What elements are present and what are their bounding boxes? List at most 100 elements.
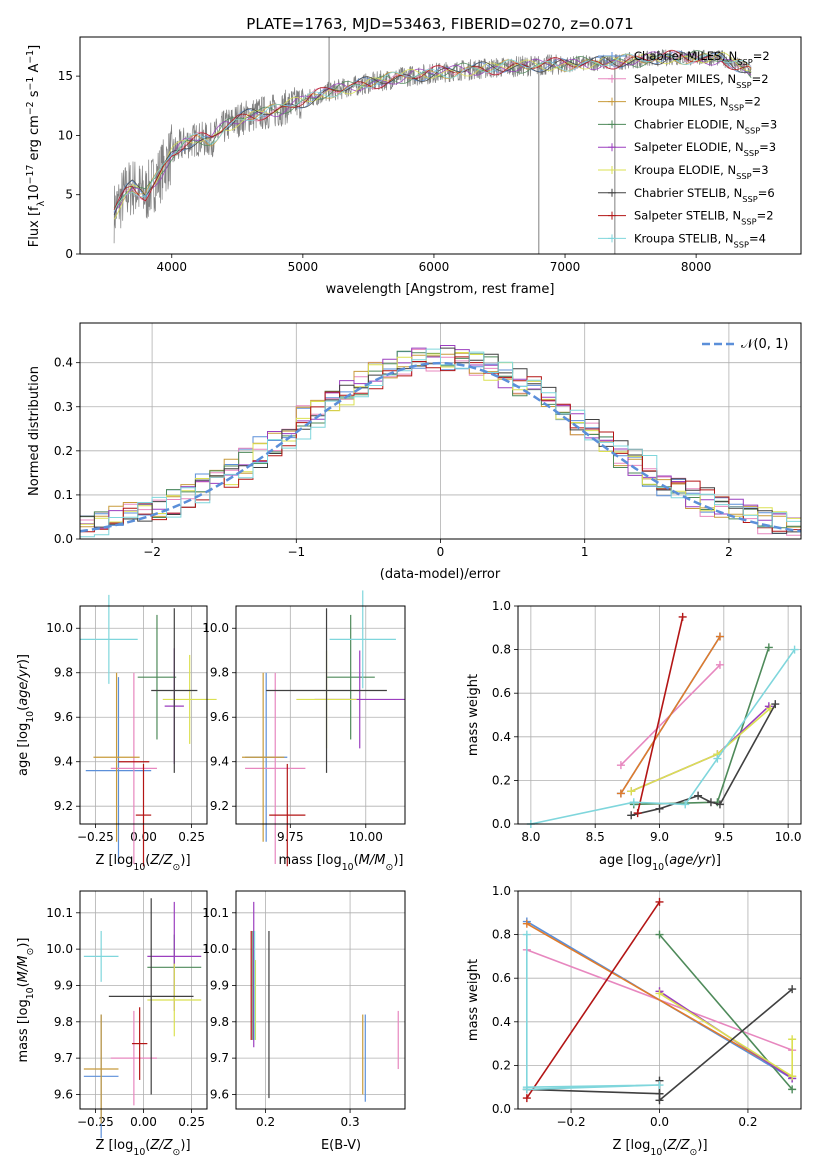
x-axis-label: E(B-V) <box>321 1138 361 1153</box>
axes-age-vs-mass: 9.75 10.00 9.2 9.4 9.6 9.8 10.0 mass [log10(M/M… <box>202 590 406 873</box>
weight-marker <box>627 811 636 820</box>
weight-marker <box>715 632 724 641</box>
weight-marker <box>629 798 638 807</box>
y-axis-label: mass [log10(M/M⊙)] <box>16 938 36 1063</box>
x-tick-label: −0.25 <box>77 1115 114 1129</box>
weight-marker <box>706 798 715 807</box>
y-tick-label: 9.6 <box>210 710 229 724</box>
weight-line <box>526 923 793 1077</box>
x-tick-label: 9.5 <box>714 830 733 844</box>
y-tick-label: 0 <box>65 247 73 261</box>
y-tick-label: 9.8 <box>210 1015 229 1029</box>
y-axis-label: age [log10(age/yr)] <box>16 654 36 776</box>
x-tick-label: 2 <box>725 545 733 559</box>
x-tick-label: 6000 <box>419 260 450 274</box>
weight-line <box>620 636 721 794</box>
y-tick-label: 10 <box>58 128 73 142</box>
legend-label: Chabrier ELODIE, NSSP=3 <box>634 117 777 135</box>
x-axis-label: wavelength [Angstrom, rest frame] <box>326 282 555 297</box>
axes-frame <box>79 890 208 1110</box>
weight-marker <box>633 809 642 818</box>
axes-mass-weight-vs-metallicity: −0.2 0.0 0.2 0.0 0.2 0.4 0.6 0.8 1.0 Z [log10(Z/Z… <box>466 884 802 1158</box>
y-axis-label: Flux [fλ10−17 erg cm−2 s−1 A−1] <box>25 45 47 247</box>
x-tick-label: 10.00 <box>349 830 383 844</box>
axes-frame <box>517 890 802 1110</box>
x-tick-label: 0.25 <box>178 1115 205 1129</box>
weight-marker <box>681 800 690 809</box>
weight-marker <box>694 791 703 800</box>
y-tick-label: 10.0 <box>202 621 229 635</box>
weight-marker <box>764 643 773 652</box>
y-tick-label: 9.9 <box>54 978 73 992</box>
weight-marker <box>655 1096 664 1105</box>
x-axis-label: mass [log10(M/M⊙)] <box>279 853 404 873</box>
x-axis-label: age [log10(age/yr)] <box>599 853 721 873</box>
legend-label: Kroupa MILES, NSSP=2 <box>634 95 761 113</box>
y-tick-label: 9.2 <box>54 799 73 813</box>
y-tick-label: 9.7 <box>210 1051 229 1065</box>
y-tick-label: 10.0 <box>202 942 229 956</box>
weight-marker <box>655 1081 664 1090</box>
axes-frame <box>79 322 802 540</box>
weight-line <box>526 934 660 1091</box>
y-tick-label: 9.8 <box>54 1015 73 1029</box>
observed-spectrum <box>113 49 752 244</box>
weight-marker <box>715 660 724 669</box>
axes-mass-weight-vs-age: 8.0 8.5 9.0 9.5 10.0 0.0 0.2 0.4 0.6 0.8 1.0 age [l… <box>466 599 802 873</box>
y-tick-label: 9.4 <box>210 755 229 769</box>
weight-marker <box>616 761 625 770</box>
legend-label: Chabrier STELIB, NSSP=6 <box>634 186 775 204</box>
weight-marker <box>616 789 625 798</box>
y-tick-label: 0.0 <box>492 817 511 831</box>
axes-frame <box>79 36 802 255</box>
y-tick-label: 0.8 <box>492 928 511 942</box>
weight-marker <box>655 804 664 813</box>
y-tick-label: 0.2 <box>492 773 511 787</box>
legend: 𝒩(0, 1) <box>702 337 788 352</box>
model-spectrum-line <box>113 51 752 213</box>
x-tick-label: 4000 <box>156 260 187 274</box>
axes-frame <box>517 605 802 825</box>
weight-marker <box>655 897 664 906</box>
legend-label: Chabrier MILES, NSSP=2 <box>634 49 770 67</box>
model-spectrum-line <box>113 53 752 212</box>
y-tick-label: 9.6 <box>210 1087 229 1101</box>
x-axis-label: Z [log10(Z/Z⊙)] <box>612 1138 707 1158</box>
y-tick-label: 9.4 <box>54 755 73 769</box>
weight-marker <box>713 754 722 763</box>
weight-marker <box>655 930 664 939</box>
weight-marker <box>627 787 636 796</box>
x-tick-label: 0.25 <box>178 830 205 844</box>
x-tick-label: 0 <box>437 545 445 559</box>
legend-label: Salpeter ELODIE, NSSP=3 <box>634 140 776 158</box>
y-tick-label: 0.3 <box>54 400 73 414</box>
legend-label: Kroupa ELODIE, NSSP=3 <box>634 163 769 181</box>
y-tick-label: 9.6 <box>54 710 73 724</box>
x-tick-label: −0.2 <box>556 1115 585 1129</box>
x-tick-label: 8.5 <box>586 830 605 844</box>
y-tick-label: 0.4 <box>492 730 511 744</box>
weight-line <box>526 901 661 1099</box>
x-tick-label: −1 <box>287 545 305 559</box>
y-tick-label: 0.2 <box>492 1058 511 1072</box>
legend-label: Kroupa STELIB, NSSP=4 <box>634 231 766 249</box>
x-tick-label: 0.2 <box>256 1115 275 1129</box>
normal-curve <box>79 361 802 533</box>
x-tick-label: 9.0 <box>650 830 669 844</box>
weight-marker <box>788 1085 797 1094</box>
axes-frame <box>235 890 406 1110</box>
weight-marker <box>522 919 531 928</box>
weight-marker <box>788 985 797 994</box>
y-tick-label: 0.4 <box>492 1015 511 1029</box>
x-tick-label: −2 <box>143 545 161 559</box>
x-tick-label: 10.0 <box>775 830 802 844</box>
x-tick-label: 0.00 <box>130 1115 157 1129</box>
axes-frame <box>235 605 406 825</box>
y-tick-label: 0.0 <box>492 1102 511 1116</box>
legend: Chabrier MILES, NSSP=2 Salpeter MILES, NS… <box>598 49 777 249</box>
x-axis-label-text: Z [log10(Z/Z⊙)] <box>95 853 190 873</box>
weight-marker <box>788 1072 797 1081</box>
axes-mass-vs-extinction: 0.2 0.3 9.6 9.7 9.8 9.9 10.0 10.1 E(B-V) <box>202 890 406 1153</box>
x-axis-label: (data-model)/error <box>380 567 501 582</box>
